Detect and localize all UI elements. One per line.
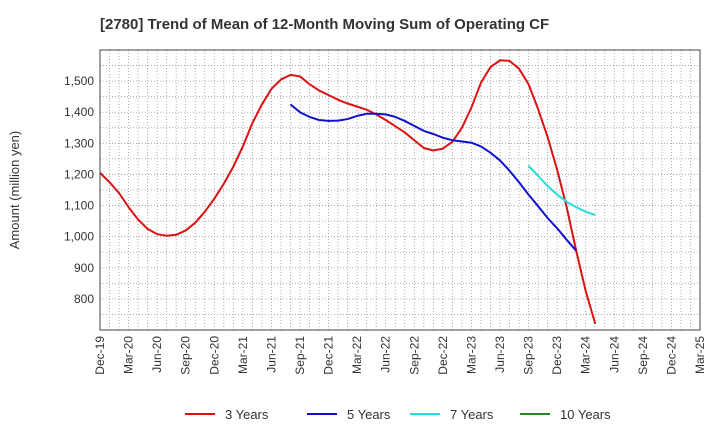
x-tick-label: Dec-21 [322,336,336,375]
x-tick-label: Sep-20 [179,336,193,375]
x-tick-label: Mar-23 [464,336,478,374]
x-tick-label: Mar-21 [236,336,250,374]
x-tick-label: Dec-20 [207,336,221,375]
x-tick-label: Jun-24 [607,336,621,373]
x-tick-label: Dec-22 [436,336,450,375]
x-tick-label: Jun-20 [150,336,164,373]
y-tick-label: 1,500 [64,74,94,88]
x-tick-label: Sep-22 [407,336,421,375]
y-axis-ticks: 800 900 1,000 1,100 1,200 1,300 1,400 1,500 [64,74,94,306]
x-tick-label: Dec-19 [93,336,107,375]
y-tick-label: 1,400 [64,105,94,119]
y-tick-label: 1,100 [64,199,94,213]
x-tick-label: Sep-24 [636,336,650,375]
grid [100,50,700,330]
chart-title: [2780] Trend of Mean of 12-Month Moving … [100,16,549,33]
y-tick-label: 800 [74,292,94,306]
y-tick-label: 1,000 [64,230,94,244]
x-tick-label: Jun-22 [379,336,393,373]
x-tick-label: Mar-20 [122,336,136,374]
series-line-3-years [99,59,597,325]
series-layer [99,59,597,325]
y-axis-label: Amount (million yen) [7,131,22,250]
x-tick-label: Sep-21 [293,336,307,375]
legend: 3 Years 5 Years 7 Years 10 Years [185,407,611,422]
x-axis-ticks: Dec-19 Mar-20 Jun-20 Sep-20 Dec-20 Mar-21 Jun-… [93,336,707,375]
x-tick-label: Jun-21 [264,336,278,373]
series-line-7-years [527,165,596,216]
y-tick-label: 900 [74,261,94,275]
series-line-5-years [289,103,577,252]
x-tick-label: Mar-22 [350,336,364,374]
x-tick-label: Dec-23 [550,336,564,375]
plot-frame [99,49,701,331]
legend-label: 3 Years [225,407,269,422]
legend-label: 7 Years [450,407,494,422]
legend-label: 10 Years [560,407,611,422]
x-tick-label: Mar-24 [579,336,593,374]
legend-label: 5 Years [347,407,391,422]
x-tick-label: Mar-25 [693,336,707,374]
x-tick-label: Sep-23 [522,336,536,375]
x-tick-label: Dec-24 [664,336,678,375]
y-tick-label: 1,300 [64,136,94,150]
y-tick-label: 1,200 [64,167,94,181]
x-tick-label: Jun-23 [493,336,507,373]
